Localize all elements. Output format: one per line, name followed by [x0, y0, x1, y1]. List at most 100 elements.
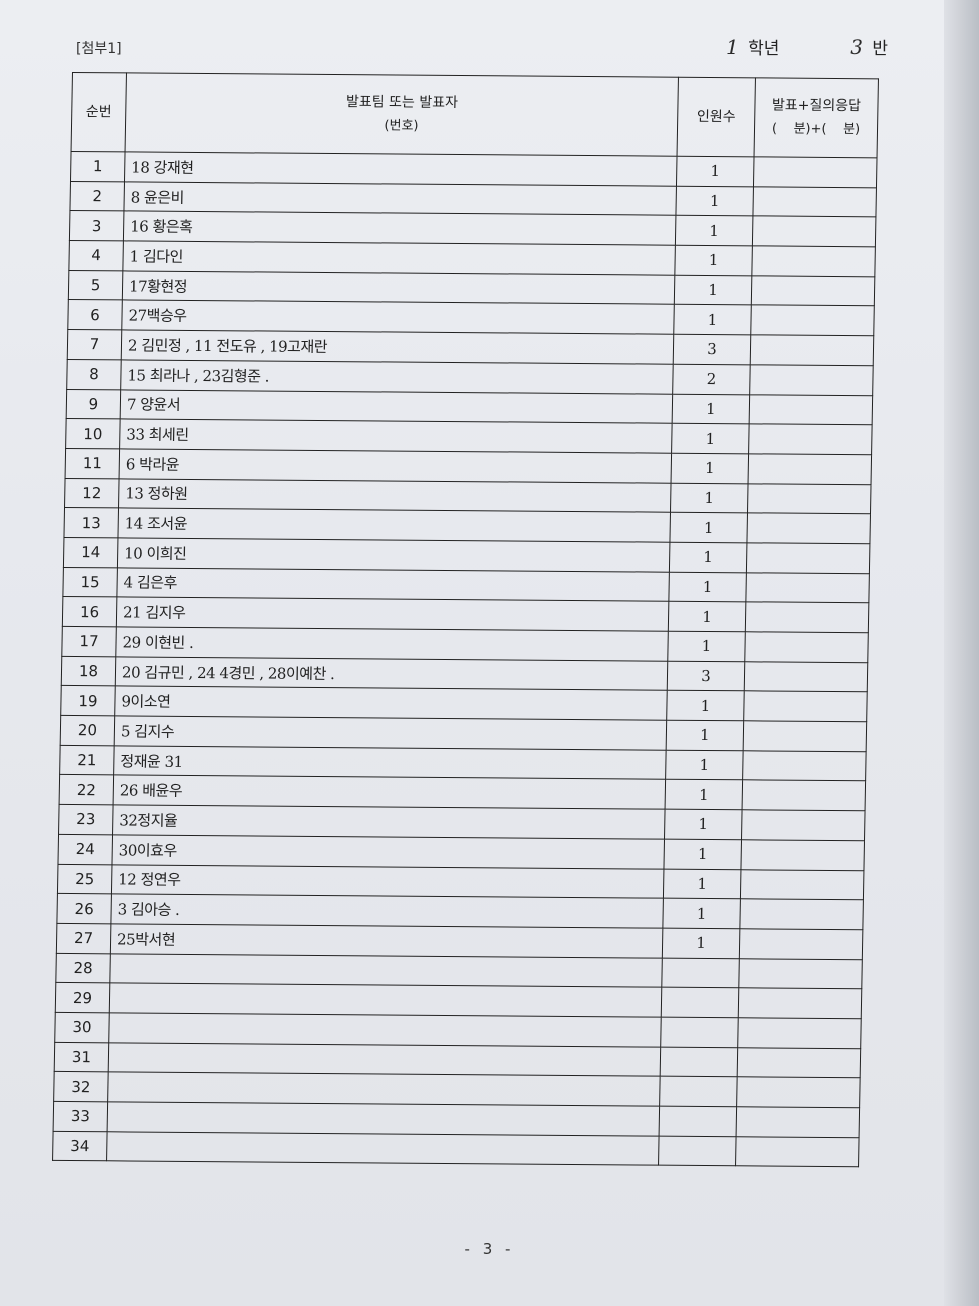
row-team: 29 이현빈 .	[115, 626, 669, 661]
row-count: 1	[676, 156, 755, 187]
row-team: 12 정연우	[111, 864, 664, 899]
row-count: 1	[664, 809, 743, 840]
row-team: 21 김지우	[116, 597, 669, 632]
grade-value: 1	[726, 35, 739, 59]
paper-edge-shadow	[944, 0, 979, 1306]
row-number: 14	[63, 537, 118, 568]
row-team: 10 이희진	[117, 537, 670, 572]
row-number: 25	[57, 863, 112, 895]
row-team: 2 김민정 , 11 전도유 , 19고재란	[121, 330, 674, 365]
row-count: 1	[662, 898, 741, 929]
row-time	[752, 216, 876, 247]
row-number: 1	[70, 151, 126, 182]
row-number: 3	[69, 210, 124, 241]
row-team: 7 양윤서	[120, 389, 673, 424]
row-time	[751, 245, 876, 277]
row-time	[745, 602, 869, 633]
row-time	[741, 809, 866, 841]
row-time	[753, 156, 878, 188]
class-value: 3	[850, 35, 863, 59]
row-time	[745, 572, 870, 604]
row-number: 6	[67, 299, 123, 331]
row-team: 4 김은후	[116, 567, 670, 602]
row-time	[738, 988, 862, 1019]
row-team: 1 김다인	[122, 240, 676, 275]
row-count: 1	[671, 453, 749, 484]
row-team: 8 윤은비	[123, 181, 677, 216]
class-label: 반	[872, 39, 889, 59]
header-time-title: 발표+질의응답	[771, 97, 862, 115]
row-count: 1	[663, 868, 741, 899]
row-count	[661, 987, 739, 1018]
row-number: 15	[62, 567, 118, 598]
row-time	[749, 394, 873, 425]
row-team: 9이소연	[114, 686, 668, 721]
row-count: 1	[663, 838, 742, 870]
row-team: 26 배윤우	[113, 775, 666, 810]
row-number: 8	[66, 359, 122, 390]
row-team	[108, 1042, 661, 1077]
row-time	[750, 305, 875, 336]
row-number: 19	[60, 685, 116, 716]
row-team: 17황현정	[122, 270, 675, 305]
row-number: 23	[58, 804, 114, 835]
row-time	[747, 483, 872, 515]
row-time	[737, 1047, 861, 1079]
row-number: 20	[60, 715, 115, 746]
header-team-sub: (번호)	[384, 118, 419, 134]
row-number: 17	[61, 626, 117, 657]
header-team: 발표팀 또는 발표자 (번호)	[125, 72, 679, 157]
grade-class-heading: 1 학년 3 반	[726, 34, 892, 59]
grade-label: 학년	[748, 39, 780, 59]
row-team: 14 조서윤	[117, 508, 671, 543]
row-time	[735, 1136, 860, 1168]
row-team: 3 김아승 .	[110, 894, 664, 929]
row-time	[746, 542, 870, 574]
row-count: 1	[675, 215, 753, 246]
row-number: 31	[54, 1042, 109, 1073]
row-number: 27	[56, 923, 111, 954]
row-team: 25박서현	[110, 923, 663, 958]
row-time	[752, 186, 877, 218]
table-body: 1 18 강재현 1 2 8 윤은비 1 3 16 황은혹 1 4 1 김다인 1 5 17황현정 1 6 27…	[52, 151, 878, 1168]
row-team: 33 최세린	[119, 419, 673, 454]
row-number: 16	[62, 596, 117, 627]
row-number: 24	[57, 834, 113, 865]
row-count: 1	[672, 393, 750, 425]
page-number: - 3 -	[464, 1240, 515, 1258]
row-team	[108, 1012, 662, 1047]
row-count: 1	[666, 690, 745, 721]
row-number: 28	[55, 952, 111, 984]
header-count: 인원수	[677, 77, 756, 157]
row-count: 1	[665, 749, 744, 781]
header-time-sub: ( 분)+( 분)	[771, 121, 861, 138]
row-time	[743, 691, 868, 722]
row-count: 3	[673, 334, 751, 365]
row-team: 5 김지수	[114, 715, 667, 750]
row-number: 11	[65, 448, 120, 479]
row-time	[744, 631, 869, 663]
row-time	[742, 780, 866, 811]
row-team: 15 최라나 , 23김형준 .	[120, 359, 674, 394]
row-time	[736, 1077, 861, 1108]
row-time	[751, 275, 875, 307]
row-count: 1	[674, 245, 753, 276]
row-count	[661, 957, 740, 989]
row-count: 1	[670, 482, 749, 514]
row-team	[107, 1101, 660, 1136]
row-count: 1	[666, 720, 744, 751]
row-count: 1	[668, 571, 747, 603]
row-number: 26	[56, 893, 112, 924]
row-number: 22	[59, 774, 114, 805]
row-team	[106, 1131, 660, 1166]
table-row: 34	[52, 1131, 860, 1168]
row-count: 1	[668, 601, 746, 632]
row-team: 13 정하원	[118, 478, 672, 513]
row-time	[742, 750, 867, 782]
row-number: 5	[68, 270, 123, 301]
row-team: 27백승우	[121, 300, 675, 335]
row-team: 18 강재현	[124, 151, 678, 186]
row-team	[109, 983, 662, 1018]
row-count: 1	[673, 304, 752, 335]
row-team	[109, 953, 663, 988]
